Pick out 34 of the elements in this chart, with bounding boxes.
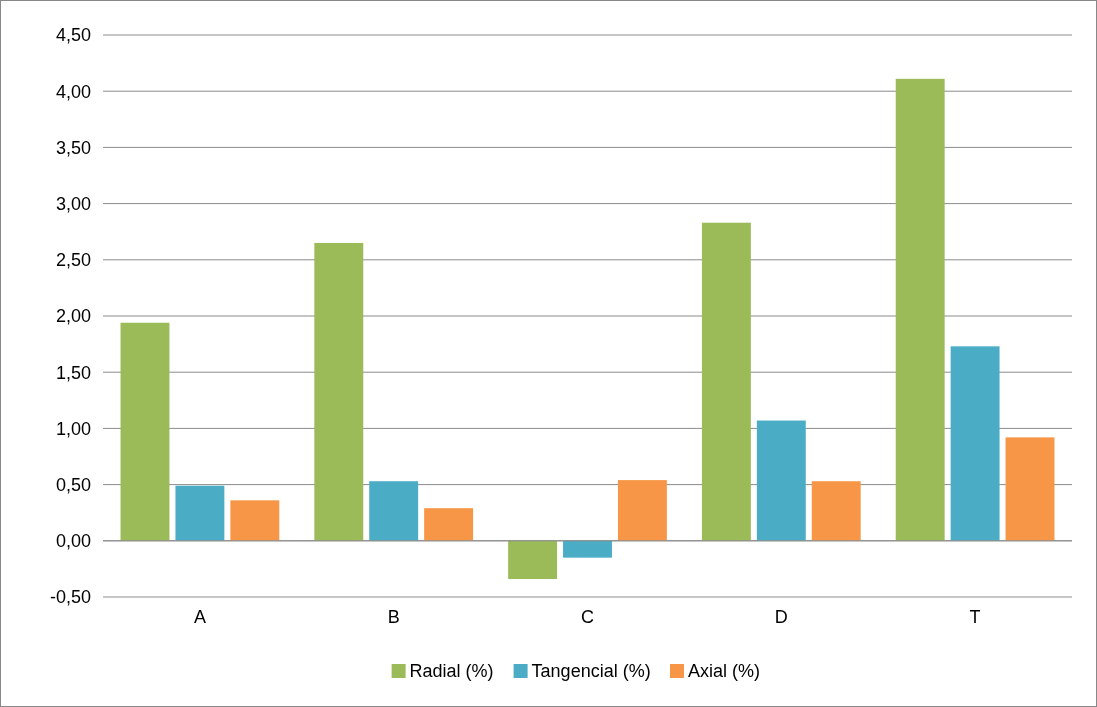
bar bbox=[314, 242, 364, 541]
legend-label: Radial (%) bbox=[409, 661, 494, 682]
y-tick-label: 4,50 bbox=[55, 25, 91, 46]
bar bbox=[701, 222, 751, 541]
y-tick-label: 2,50 bbox=[55, 250, 91, 271]
y-tick-label: 2,00 bbox=[55, 306, 91, 327]
bar bbox=[1005, 437, 1055, 541]
legend-label: Axial (%) bbox=[688, 661, 761, 682]
bar bbox=[617, 480, 667, 541]
y-tick-label: 0,00 bbox=[55, 531, 91, 552]
bar bbox=[950, 346, 1000, 541]
bar bbox=[508, 540, 558, 580]
x-tick-label: T bbox=[969, 607, 981, 627]
bar bbox=[230, 500, 280, 541]
y-tick-label: 4,00 bbox=[55, 81, 91, 102]
y-tick-label: 1,50 bbox=[55, 362, 91, 383]
bar bbox=[424, 508, 474, 541]
bar bbox=[369, 481, 419, 541]
x-tick-label: D bbox=[774, 607, 788, 627]
bar bbox=[756, 420, 806, 541]
legend-label: Tangencial (%) bbox=[531, 661, 651, 682]
bar bbox=[175, 485, 225, 541]
bar bbox=[811, 481, 861, 541]
bar bbox=[563, 540, 612, 558]
x-tick-label: A bbox=[193, 607, 206, 627]
bar bbox=[895, 78, 945, 541]
y-tick-label: 3,00 bbox=[55, 193, 91, 214]
y-tick-label: 0,50 bbox=[55, 474, 91, 495]
y-tick-label: -0,50 bbox=[49, 587, 91, 608]
bar bbox=[120, 322, 170, 541]
y-tick-label: 1,00 bbox=[55, 418, 91, 439]
x-tick-label: B bbox=[387, 607, 400, 627]
x-tick-label: C bbox=[581, 607, 594, 627]
y-tick-label: 3,50 bbox=[55, 137, 91, 158]
